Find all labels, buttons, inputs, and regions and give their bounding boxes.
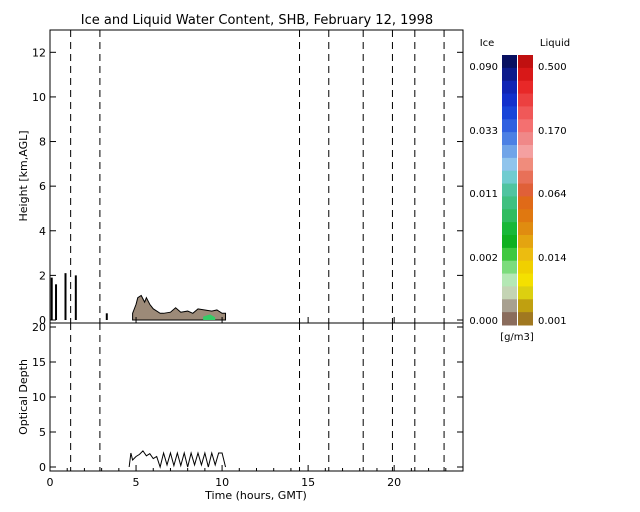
optical-depth-line bbox=[128, 450, 227, 469]
ice-color-swatch bbox=[502, 170, 517, 185]
liquid-color-swatch bbox=[518, 145, 533, 159]
chart-title: Ice and Liquid Water Content, SHB, Febru… bbox=[81, 13, 433, 28]
liquid-color-swatch bbox=[518, 222, 533, 236]
ice-tick-label: 0.033 bbox=[469, 126, 498, 137]
x-tick-label: 5 bbox=[133, 476, 140, 489]
ice-color-swatch bbox=[502, 67, 517, 82]
top-y-tick-label: 6 bbox=[39, 180, 46, 193]
x-tick-label: 0 bbox=[47, 476, 54, 489]
colorbar-unit: [g/m3] bbox=[500, 332, 534, 343]
liquid-color-swatch bbox=[518, 119, 533, 133]
liquid-tick-label: 0.500 bbox=[538, 62, 567, 73]
cloud-area bbox=[132, 294, 227, 321]
x-tick-label: 15 bbox=[301, 476, 315, 489]
ice-color-swatch bbox=[502, 286, 517, 300]
liquid-color-swatch bbox=[518, 299, 533, 313]
liquid-color-swatch bbox=[518, 273, 533, 287]
ice-color-swatch bbox=[502, 183, 517, 197]
ice-color-swatch bbox=[502, 132, 517, 146]
liquid-color-swatch bbox=[518, 170, 533, 185]
ice-color-swatch bbox=[502, 260, 517, 275]
bottom-panel: 0 5 10 15 20 0 5 10 15 20 Optical Depth Time (ho… bbox=[17, 317, 464, 502]
bottom-y-tick-label: 5 bbox=[39, 426, 46, 439]
bottom-y-axis: 0 5 10 15 20 bbox=[32, 321, 463, 474]
ice-color-swatch bbox=[502, 119, 517, 133]
ice-tick-label: 0.002 bbox=[469, 253, 498, 264]
top-y-tick-label: 12 bbox=[32, 46, 46, 59]
liquid-water-patch bbox=[203, 314, 216, 320]
x-tick-label: 20 bbox=[387, 476, 401, 489]
ice-color-swatch bbox=[502, 80, 517, 95]
colorbar-liquid-label: Liquid bbox=[540, 38, 570, 49]
colorbar-ice-strip bbox=[502, 55, 517, 326]
ice-color-swatch bbox=[502, 299, 517, 313]
ice-color-swatch bbox=[502, 145, 517, 159]
ice-color-swatch bbox=[502, 222, 517, 236]
liquid-color-swatch bbox=[518, 183, 533, 197]
x-axis: 0 5 10 15 20 bbox=[47, 317, 447, 489]
liquid-color-swatch bbox=[518, 67, 533, 82]
bottom-plot-frame bbox=[49, 322, 464, 472]
bottom-y-tick-label: 20 bbox=[32, 321, 46, 334]
top-panel: 0 2 4 6 8 10 12 Height [km,AGL] bbox=[17, 29, 464, 327]
ice-color-swatch bbox=[502, 235, 517, 249]
x-axis-label: Time (hours, GMT) bbox=[204, 489, 307, 502]
top-y-tick-label: 10 bbox=[32, 91, 46, 104]
bottom-dashed-markers bbox=[70, 323, 445, 471]
top-y-tick-label: 2 bbox=[39, 269, 46, 282]
top-y-tick-label: 0 bbox=[39, 314, 46, 327]
ice-color-swatch bbox=[502, 273, 517, 287]
x-tick-label: 10 bbox=[215, 476, 229, 489]
liquid-color-swatch bbox=[518, 157, 533, 172]
bottom-y-tick-label: 0 bbox=[39, 461, 46, 474]
ice-color-swatch bbox=[502, 247, 517, 262]
low-echo-bars bbox=[50, 273, 108, 320]
ice-color-swatch bbox=[502, 93, 517, 107]
liquid-tick-label: 0.170 bbox=[538, 126, 567, 137]
top-dashed-markers bbox=[70, 30, 445, 323]
liquid-color-swatch bbox=[518, 286, 533, 300]
top-y-axis-label: Height [km,AGL] bbox=[17, 130, 30, 221]
liquid-tick-label: 0.014 bbox=[538, 253, 567, 264]
ice-color-swatch bbox=[502, 157, 517, 172]
liquid-color-swatch bbox=[518, 209, 533, 223]
liquid-color-swatch bbox=[518, 93, 533, 107]
colorbar-ice-label: Ice bbox=[480, 38, 495, 49]
bottom-y-tick-label: 10 bbox=[32, 391, 46, 404]
ice-tick-label: 0.090 bbox=[469, 62, 498, 73]
top-y-tick-label: 8 bbox=[39, 136, 46, 149]
bottom-y-axis-label: Optical Depth bbox=[17, 359, 30, 435]
ice-color-swatch bbox=[502, 196, 517, 210]
liquid-color-swatch bbox=[518, 132, 533, 146]
ice-color-swatch bbox=[502, 106, 517, 120]
top-plot-frame bbox=[49, 29, 464, 324]
liquid-tick-label: 0.001 bbox=[538, 316, 567, 327]
liquid-color-swatch bbox=[518, 260, 533, 275]
ice-tick-label: 0.011 bbox=[469, 189, 498, 200]
liquid-color-swatch bbox=[518, 55, 533, 69]
ice-color-swatch bbox=[502, 209, 517, 223]
liquid-color-swatch bbox=[518, 80, 533, 95]
liquid-tick-label: 0.064 bbox=[538, 189, 567, 200]
ice-tick-label: 0.000 bbox=[469, 316, 498, 327]
liquid-color-swatch bbox=[518, 312, 533, 326]
liquid-color-swatch bbox=[518, 235, 533, 249]
liquid-color-swatch bbox=[518, 106, 533, 120]
bottom-y-tick-label: 15 bbox=[32, 356, 46, 369]
colorbar-ticks: 0.090 0.033 0.011 0.002 0.000 0.500 0.170 0.064… bbox=[469, 62, 566, 327]
ice-color-swatch bbox=[502, 312, 517, 326]
top-y-axis: 0 2 4 6 8 10 12 bbox=[32, 46, 463, 327]
colorbar: Ice Liquid 0.090 0.033 0.011 0.002 0.000 0.50… bbox=[469, 38, 570, 343]
liquid-color-swatch bbox=[518, 247, 533, 262]
colorbar-liquid-strip bbox=[518, 55, 533, 326]
ice-color-swatch bbox=[502, 55, 517, 69]
liquid-color-swatch bbox=[518, 196, 533, 210]
top-y-tick-label: 4 bbox=[39, 225, 46, 238]
